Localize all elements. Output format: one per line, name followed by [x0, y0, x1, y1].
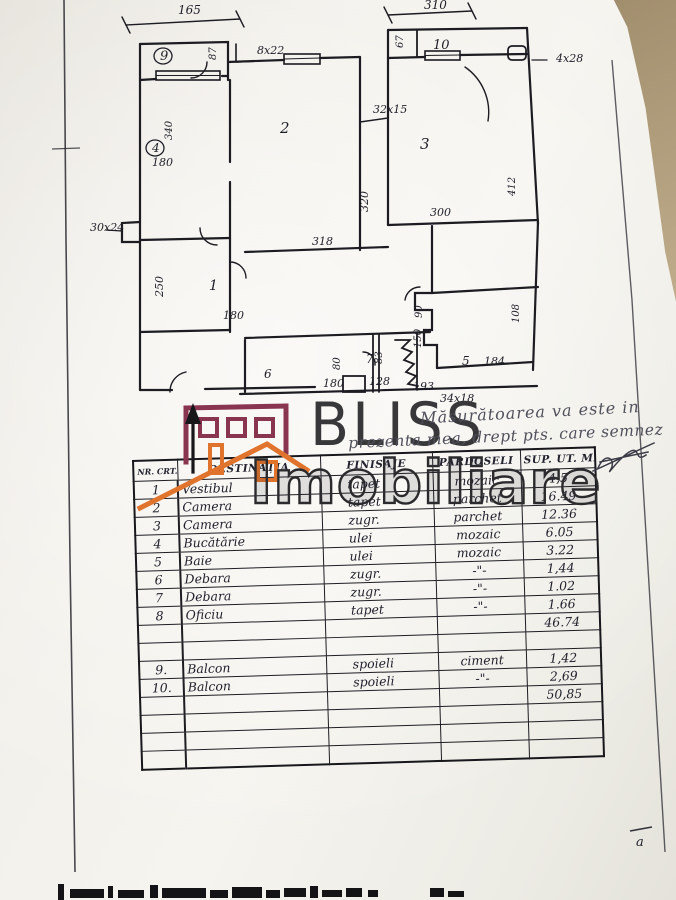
logo-windows [198, 417, 275, 438]
svg-text:a: a [636, 835, 644, 850]
plan-label: 4 [151, 141, 160, 155]
page-rulings [51, 0, 666, 873]
plan-label: 5 [462, 354, 470, 368]
plan-label: 180 [152, 156, 173, 169]
plan-label: 87 [208, 47, 219, 60]
plan-label: 4x28 [555, 52, 583, 65]
plan-label: 310 [424, 0, 447, 12]
plan-label: 32x15 [373, 103, 407, 116]
plan-label-circle [153, 47, 173, 65]
plan-label: 10 [433, 38, 450, 53]
plan-label: 184 [484, 355, 505, 368]
plan-label: 1 [209, 278, 218, 294]
logo-roof [136, 441, 311, 512]
plan-label: 250 [153, 276, 166, 298]
plan-label: 2 [279, 119, 290, 137]
plan-label: 7 [366, 352, 374, 366]
plan-label: 180 [323, 377, 344, 390]
brand-name: BLISS [310, 390, 486, 460]
plan-label: 193 [413, 380, 434, 393]
plan-label: 412 [507, 177, 518, 197]
dimension-lines [121, 2, 477, 34]
plan-label: 108 [511, 304, 522, 323]
signature-scribble [592, 442, 655, 473]
door-arcs [169, 61, 490, 393]
plan-label: 300 [430, 206, 451, 219]
plan-label: 8x22 [257, 44, 284, 57]
plan-label: 67 [395, 35, 406, 48]
plan-label: 165 [178, 3, 201, 17]
plan-label: 150 [413, 328, 424, 348]
plan-label-circle [145, 139, 165, 157]
plan-label: 3 [420, 135, 430, 153]
plan-label: 6 [264, 367, 272, 381]
brand-subname: Imobiliare [249, 447, 602, 519]
plan-label: 90 [414, 305, 425, 318]
plan-label: 340 [164, 120, 175, 140]
plan-label: 34x18 [440, 392, 474, 405]
corner-mark: a [629, 826, 653, 850]
plan-label: 180 [223, 309, 244, 322]
plan-label: 9 [160, 49, 168, 64]
plan-label: 30x24 [90, 221, 124, 234]
plan-label: 128 [369, 375, 390, 388]
logo-arrow-icon [185, 403, 201, 474]
plan-label: 320 [358, 191, 371, 212]
plan-label: 318 [312, 235, 333, 248]
floor-plan-walls [105, 2, 548, 396]
logo-building-outline [183, 403, 289, 465]
cutoff-text-strip [58, 884, 464, 900]
plan-label: 80 [332, 357, 343, 370]
plan-label: 83 [374, 351, 385, 364]
